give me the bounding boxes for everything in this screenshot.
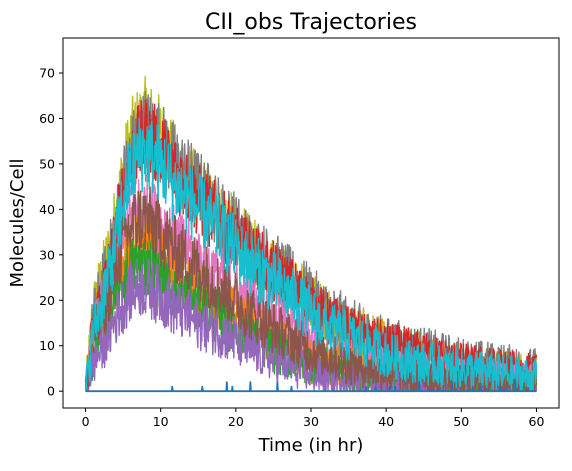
x-axis-label: Time (in hr) [258, 435, 364, 456]
y-tick-label: 60 [39, 111, 55, 126]
axes-group: 0 10 20 30 40 50 60 0 10 20 30 40 50 60 70 [39, 37, 560, 429]
series-line-10 [85, 381, 537, 393]
series-line-8 [84, 186, 538, 392]
x-tick-label: 60 [529, 414, 545, 429]
y-tick-label: 20 [39, 293, 55, 308]
series-line-9 [84, 117, 538, 392]
y-axis-label: Molecules/Cell [7, 158, 28, 287]
series-group [84, 75, 538, 393]
x-tick-label: 20 [228, 414, 244, 429]
y-tick-label: 50 [39, 156, 55, 171]
y-tick-label: 10 [39, 338, 55, 353]
x-tick-label: 10 [153, 414, 169, 429]
x-tick-label: 50 [453, 414, 469, 429]
y-tick-label: 0 [47, 384, 55, 399]
series-line-7 [84, 257, 538, 392]
x-tick-label: 30 [303, 414, 319, 429]
y-tick-label: 70 [39, 66, 55, 81]
y-tick-label: 40 [39, 202, 55, 217]
x-tick-label: 40 [378, 414, 394, 429]
series-line-3 [84, 99, 538, 392]
y-tick-label: 30 [39, 247, 55, 262]
chart-title: CII_obs Trajectories [205, 10, 417, 35]
x-tick-label: 0 [82, 414, 90, 429]
